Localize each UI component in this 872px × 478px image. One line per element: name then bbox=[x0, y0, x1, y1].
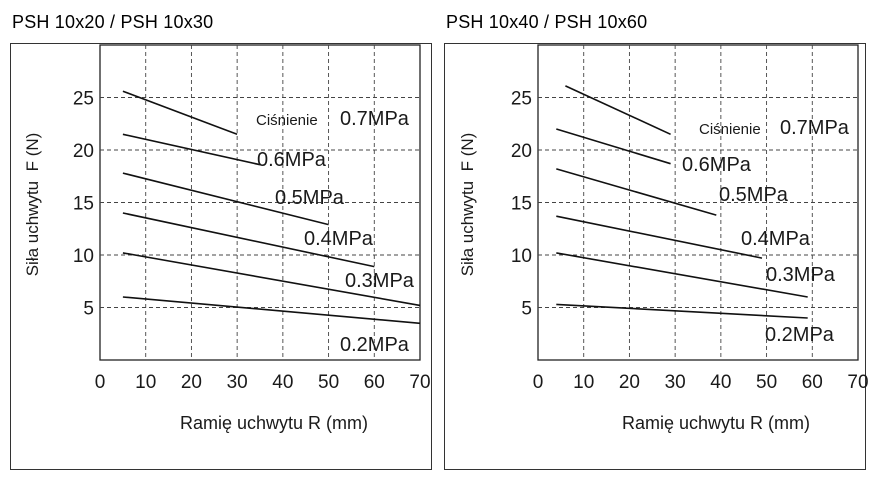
y-axis-label: Siła uchwytu F (N) bbox=[23, 133, 42, 277]
series-line-0-2mpa bbox=[122, 296, 421, 325]
x-tick-label: 70 bbox=[847, 372, 868, 393]
series-label: 0.6MPa bbox=[682, 154, 752, 176]
series-line-0-5mpa bbox=[122, 172, 329, 226]
x-tick-label: 70 bbox=[409, 372, 430, 393]
x-tick-label: 0 bbox=[533, 372, 544, 393]
chart-panel-left bbox=[10, 43, 432, 470]
x-tick-label: 10 bbox=[573, 372, 594, 393]
y-axis-label: Siła uchwytu F (N) bbox=[458, 133, 477, 277]
series-label: 0.5MPa bbox=[719, 184, 789, 206]
series-label: 0.4MPa bbox=[304, 228, 374, 250]
y-tick-label: 5 bbox=[521, 299, 532, 320]
series-line-0-3mpa bbox=[122, 252, 421, 307]
x-tick-label: 20 bbox=[619, 372, 640, 393]
x-tick-label: 30 bbox=[665, 372, 686, 393]
y-tick-label: 15 bbox=[73, 194, 94, 215]
series-label: 0.3MPa bbox=[345, 270, 415, 292]
series-label: 0.3MPa bbox=[766, 264, 836, 286]
series-line-0-2mpa bbox=[556, 303, 808, 319]
x-tick-label: 60 bbox=[364, 372, 385, 393]
chart-title-right: PSH 10x40 / PSH 10x60 bbox=[446, 12, 648, 32]
chart-panel-right bbox=[444, 43, 866, 470]
y-tick-label: 10 bbox=[73, 246, 94, 267]
x-tick-label: 30 bbox=[227, 372, 248, 393]
x-tick-label: 60 bbox=[802, 372, 823, 393]
series-label: 0.5MPa bbox=[275, 187, 345, 209]
series-line-0-7mpa bbox=[122, 90, 238, 136]
x-tick-label: 40 bbox=[710, 372, 731, 393]
pressure-annotation: Ciśnienie bbox=[256, 112, 318, 129]
series-line-0-7mpa bbox=[565, 85, 671, 136]
series-label: 0.7MPa bbox=[340, 108, 410, 130]
x-tick-label: 10 bbox=[135, 372, 156, 393]
pressure-annotation: Ciśnienie bbox=[699, 121, 761, 138]
series-line-0-5mpa bbox=[556, 168, 717, 216]
series-label: 0.7MPa bbox=[780, 117, 850, 139]
series-line-0-6mpa bbox=[122, 133, 261, 166]
series-line-0-4mpa bbox=[556, 215, 763, 259]
x-tick-label: 0 bbox=[95, 372, 106, 393]
y-tick-label: 25 bbox=[511, 89, 532, 110]
y-tick-label: 20 bbox=[511, 141, 532, 162]
x-tick-label: 40 bbox=[272, 372, 293, 393]
series-line-0-3mpa bbox=[556, 252, 808, 298]
series-label: 0.2MPa bbox=[765, 324, 835, 346]
x-tick-label: 20 bbox=[181, 372, 202, 393]
x-axis-label: Ramię uchwytu R (mm) bbox=[180, 413, 368, 433]
series-label: 0.6MPa bbox=[257, 149, 327, 171]
y-tick-label: 20 bbox=[73, 141, 94, 162]
x-axis-label: Ramię uchwytu R (mm) bbox=[622, 413, 810, 433]
series-label: 0.2MPa bbox=[340, 334, 410, 356]
y-tick-label: 10 bbox=[511, 246, 532, 267]
x-tick-label: 50 bbox=[318, 372, 339, 393]
chart-title-left: PSH 10x20 / PSH 10x30 bbox=[12, 12, 214, 32]
series-line-0-4mpa bbox=[122, 212, 375, 268]
series-line-0-6mpa bbox=[556, 128, 671, 165]
x-tick-label: 50 bbox=[756, 372, 777, 393]
y-tick-label: 5 bbox=[83, 299, 94, 320]
series-label: 0.4MPa bbox=[741, 228, 811, 250]
y-tick-label: 15 bbox=[511, 194, 532, 215]
y-tick-label: 25 bbox=[73, 89, 94, 110]
